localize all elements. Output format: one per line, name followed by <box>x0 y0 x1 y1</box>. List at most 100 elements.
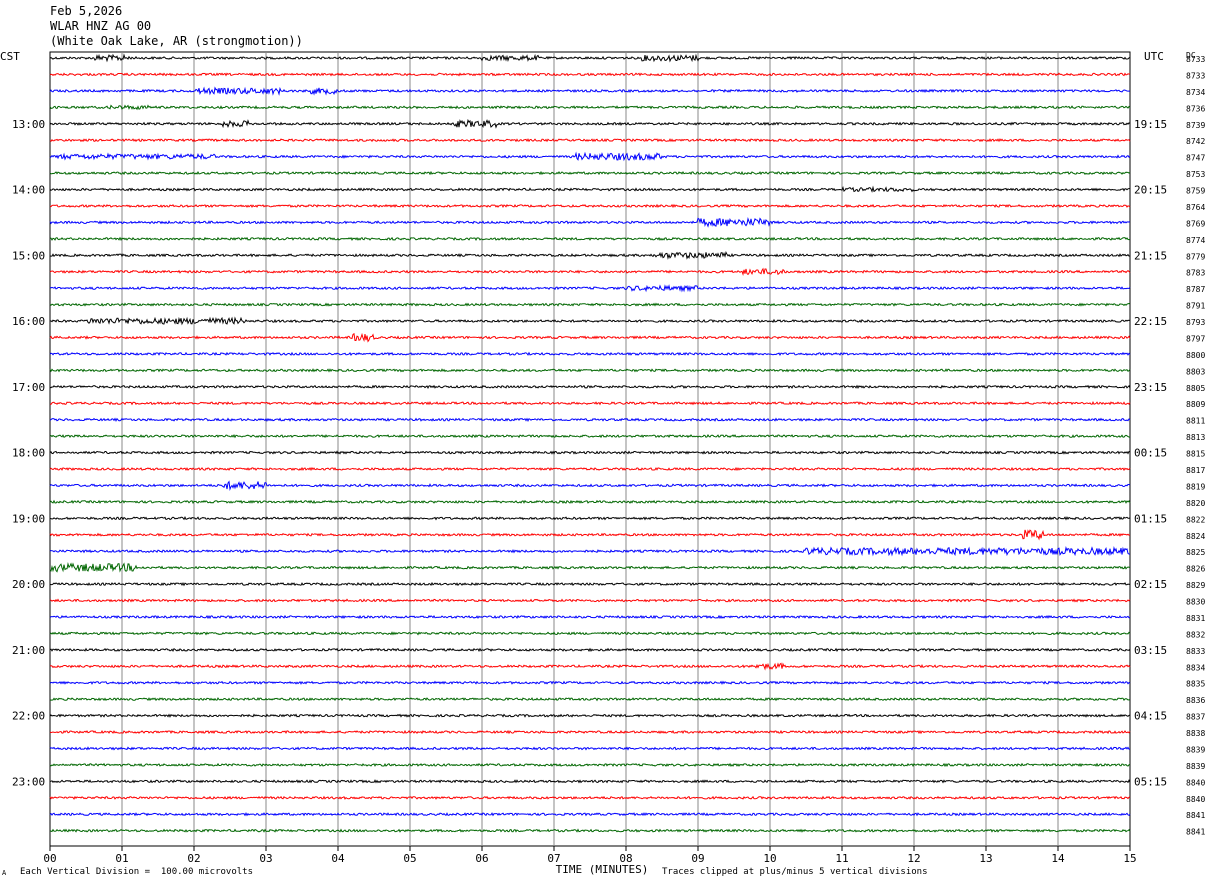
right-hour-label: 22:15 <box>1134 315 1167 328</box>
dc-offset-label: 8822 <box>1186 515 1205 524</box>
seismic-trace <box>49 332 1131 343</box>
dc-offset-label: 8834 <box>1186 663 1205 672</box>
seismic-trace <box>49 516 1131 521</box>
dc-offset-label: 8759 <box>1186 187 1205 196</box>
left-hour-label: 15:00 <box>12 249 45 262</box>
x-tick-label: 09 <box>691 852 704 865</box>
dc-offset-label: 8769 <box>1186 219 1205 228</box>
x-tick-label: 06 <box>475 852 488 865</box>
dc-offset-label: 8813 <box>1186 433 1205 442</box>
right-hour-label: 21:15 <box>1134 249 1167 262</box>
dc-offset-label: 8837 <box>1186 713 1205 722</box>
x-tick-label: 14 <box>1051 852 1065 865</box>
seismic-trace <box>49 697 1131 702</box>
x-tick-label: 01 <box>115 852 128 865</box>
seismic-trace <box>49 284 1131 293</box>
dc-offset-label: 8800 <box>1186 351 1205 360</box>
x-tick-label: 15 <box>1123 852 1136 865</box>
x-tick-label: 07 <box>547 852 560 865</box>
dc-offset-label: 8841 <box>1186 811 1205 820</box>
seismic-trace <box>49 104 1131 111</box>
dc-offset-label: 8840 <box>1186 795 1205 804</box>
seismic-trace <box>49 680 1131 686</box>
dc-offset-label: 8747 <box>1186 154 1205 163</box>
seismic-trace <box>49 384 1131 390</box>
seismic-trace <box>49 812 1131 817</box>
left-hour-label: 17:00 <box>12 381 45 394</box>
dc-offset-label: 8805 <box>1186 384 1205 393</box>
seismic-trace <box>49 368 1131 373</box>
dc-offset-label: 8811 <box>1186 417 1205 426</box>
x-tick-label: 11 <box>835 852 848 865</box>
dc-offset-label: 8836 <box>1186 696 1205 705</box>
left-hour-label: 22:00 <box>12 710 45 723</box>
left-hour-label: 13:00 <box>12 118 45 131</box>
seismic-trace <box>49 203 1131 209</box>
dc-offset-label: 8787 <box>1186 285 1205 294</box>
seismic-trace <box>49 217 1131 228</box>
left-hour-label: 19:00 <box>12 512 45 525</box>
dc-offset-label: 8809 <box>1186 400 1205 409</box>
seismic-trace <box>49 72 1131 77</box>
right-hour-label: 01:15 <box>1134 512 1167 525</box>
seismic-trace <box>49 795 1131 800</box>
dc-offset-label: 8774 <box>1186 236 1205 245</box>
dc-offset-label: 8839 <box>1186 762 1205 771</box>
plot-frame <box>49 51 1131 847</box>
dc-offset-label: 8820 <box>1186 499 1205 508</box>
scale-note: Each Vertical Division = 100.00 microvol… <box>20 867 253 877</box>
left-hour-label: 16:00 <box>12 315 45 328</box>
seismic-trace <box>49 236 1131 242</box>
seismic-trace <box>49 450 1131 455</box>
right-hour-label: 00:15 <box>1134 447 1167 460</box>
right-hour-label: 20:15 <box>1134 184 1167 197</box>
seismic-trace <box>49 614 1131 620</box>
seismic-trace <box>49 729 1131 735</box>
seismic-trace <box>49 417 1131 422</box>
left-hour-label: 23:00 <box>12 775 45 788</box>
seismic-trace <box>49 151 1131 162</box>
seismic-trace <box>49 118 1131 129</box>
seismic-trace <box>49 267 1131 276</box>
dc-offset-label: 8835 <box>1186 680 1205 689</box>
dc-offset-label: 8839 <box>1186 745 1205 754</box>
seismic-trace <box>49 545 1131 557</box>
x-tick-label: 12 <box>907 852 920 865</box>
clip-note: Traces clipped at plus/minus 5 vertical … <box>662 867 928 877</box>
seismic-trace <box>49 581 1131 587</box>
dc-offset-label: 8783 <box>1186 269 1205 278</box>
dc-offset-label: 8815 <box>1186 450 1205 459</box>
dc-offset-label: 8819 <box>1186 482 1205 491</box>
dc-offset-label: 8832 <box>1186 630 1205 639</box>
seismic-trace <box>49 598 1131 603</box>
right-hour-label: 19:15 <box>1134 118 1167 131</box>
dc-offset-label: 8825 <box>1186 548 1205 557</box>
left-timezone-label: CST <box>0 50 20 63</box>
right-hour-label: 05:15 <box>1134 775 1167 788</box>
x-tick-label: 05 <box>403 852 416 865</box>
dc-offset-label: 8824 <box>1186 532 1205 541</box>
x-tick-label: 08 <box>619 852 632 865</box>
location-label: (White Oak Lake, AR (strongmotion)) <box>50 34 303 48</box>
left-hour-label: 14:00 <box>12 184 45 197</box>
seismic-trace <box>49 631 1131 636</box>
station-label: WLAR HNZ AG 00 <box>50 19 152 33</box>
dc-offset-label: 8838 <box>1186 729 1205 738</box>
right-hour-label: 02:15 <box>1134 578 1167 591</box>
dc-offset-label: 8829 <box>1186 581 1205 590</box>
seismic-trace <box>49 647 1131 652</box>
dc-offset-label: 8826 <box>1186 565 1205 574</box>
seismic-trace <box>49 828 1131 833</box>
dc-offset-label: 8831 <box>1186 614 1205 623</box>
right-hour-label: 23:15 <box>1134 381 1167 394</box>
x-tick-label: 03 <box>259 852 272 865</box>
dc-offset-label: 8797 <box>1186 334 1205 343</box>
dc-offset-label: 8739 <box>1186 121 1205 130</box>
dc-offset-label: 8791 <box>1186 302 1205 311</box>
seismic-trace <box>49 746 1131 751</box>
right-timezone-label: UTC <box>1144 50 1164 63</box>
dc-offset-label: 8803 <box>1186 367 1205 376</box>
left-hour-label: 18:00 <box>12 447 45 460</box>
x-tick-label: 00 <box>43 852 56 865</box>
dc-offset-label: 8779 <box>1186 252 1205 261</box>
